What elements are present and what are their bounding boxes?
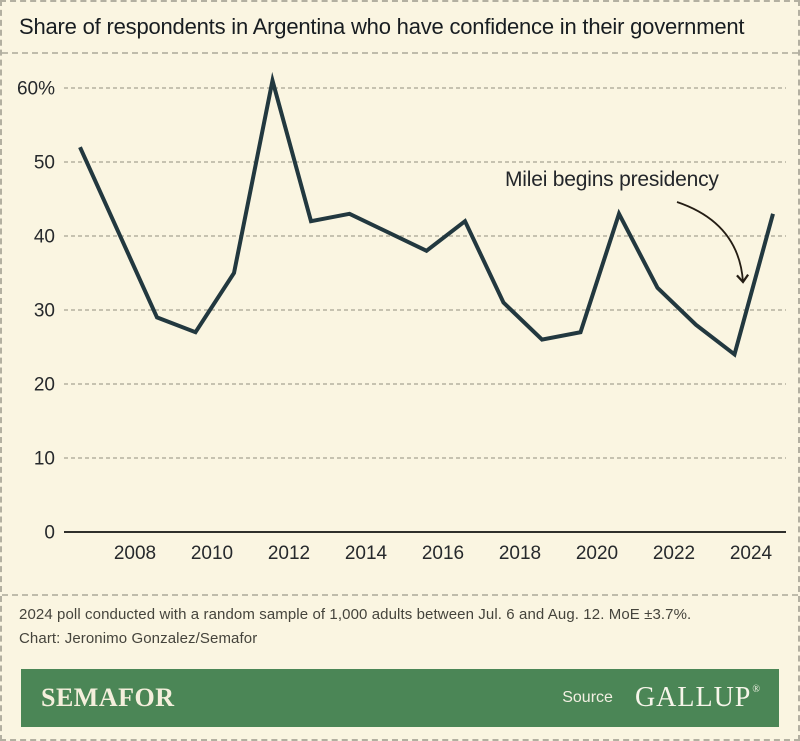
y-tick-label: 0 <box>44 523 55 544</box>
x-tick-label: 2024 <box>730 543 773 564</box>
source-label: Source <box>562 689 613 706</box>
x-tick-label: 2014 <box>345 543 388 564</box>
gallup-logo: GALLUP® <box>634 682 760 714</box>
x-tick-label: 2010 <box>191 543 233 564</box>
y-tick-label: 10 <box>34 449 55 470</box>
credit-note: Chart: Jeronimo Gonzalez/Semafor <box>19 630 258 647</box>
annotation-label: Milei begins presidency <box>505 168 719 191</box>
confidence-line <box>78 71 775 358</box>
chart-title: Share of respondents in Argentina who ha… <box>19 14 745 39</box>
registered-trademark-icon: ® <box>752 683 760 695</box>
x-tick-label: 2020 <box>576 543 618 564</box>
data-series <box>78 71 775 358</box>
annotation-arrow <box>676 201 750 284</box>
title-separator <box>2 52 798 54</box>
gallup-wordmark: GALLUP <box>634 682 752 713</box>
x-tick-label: 2022 <box>653 543 695 564</box>
semafor-logo: SEMAFOR <box>41 683 175 712</box>
footer-bar: SEMAFOR Source GALLUP® <box>21 669 779 727</box>
source-group: Source GALLUP® <box>562 682 760 714</box>
x-tick-label: 2008 <box>114 543 156 564</box>
x-tick-label: 2018 <box>499 543 541 564</box>
annotation-arrow-layer <box>676 201 750 284</box>
axes: 0 10 20 30 40 50 60% 2008 2010 2012 2014 2016 2018 20… <box>17 79 786 564</box>
y-tick-label: 50 <box>34 153 55 174</box>
methodology-note: 2024 poll conducted with a random sample… <box>19 606 692 623</box>
x-tick-label: 2016 <box>422 543 464 564</box>
y-tick-label: 30 <box>34 301 55 322</box>
gridlines <box>64 87 786 459</box>
x-tick-label: 2012 <box>268 543 310 564</box>
y-tick-label: 20 <box>34 375 55 396</box>
y-tick-label: 60% <box>17 79 55 100</box>
y-tick-label: 40 <box>34 227 55 248</box>
notes-separator <box>2 594 798 596</box>
